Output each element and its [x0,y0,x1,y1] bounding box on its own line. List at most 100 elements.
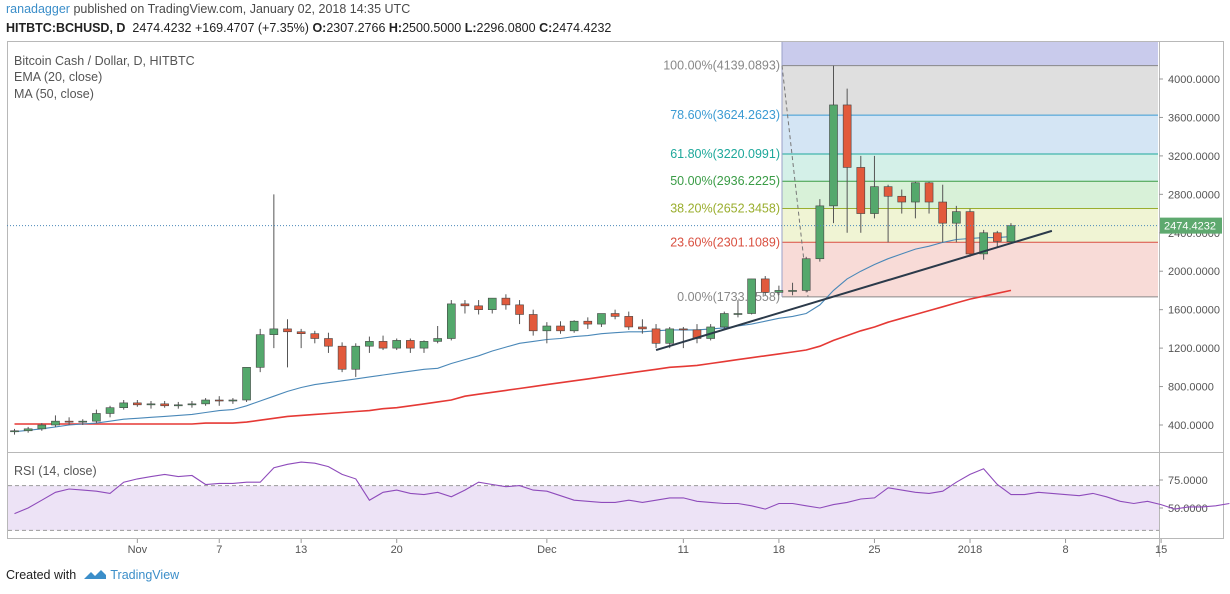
fib-anchor-line [781,65,809,297]
candle-body [733,313,743,315]
candle-body [638,326,647,330]
candle-body [651,328,661,344]
y-tick-label: 1600.0000 [1168,305,1220,317]
ma-legend: MA (50, close) [14,87,94,101]
candle-body [569,320,579,332]
candle-body [10,430,19,433]
candle-body [911,182,920,203]
rsi-band-fill [8,485,1159,531]
fib-band [782,65,1158,116]
candle-body [37,424,47,430]
candle-body [64,420,74,423]
candle-body [924,182,934,203]
candle-body [952,211,961,224]
candle-body [228,399,238,402]
candle-body [938,201,948,224]
fib-band [782,115,1158,154]
candle-body [460,303,470,307]
y-tick-label: 400.0000 [1168,420,1214,432]
candle-body [665,328,675,344]
x-tick-label: 20 [391,544,403,556]
candle-body [160,403,169,407]
candle-body [829,104,838,207]
ema-line [14,236,1012,433]
symbol: HITBTC:BCHUSD, D [6,21,126,35]
candle-body [351,345,361,370]
fib-level-label: 23.60%(2301.1089) [670,235,780,249]
fib-level-label: 50.00%(2936.2225) [670,174,780,188]
price: 2474.4232 [132,21,192,35]
ma-path [14,289,1012,425]
candle-body [679,328,688,331]
candle-body [446,303,456,339]
candle-body [719,313,729,328]
high-value: 2500.5000 [402,21,462,35]
x-tick-label: Dec [537,544,557,556]
x-tick-label: 15 [1155,544,1167,556]
x-tick-label: 25 [868,544,880,556]
author-link[interactable]: ranadagger [6,2,70,16]
ema-path [14,236,1012,433]
candle-body [201,399,210,405]
rsi-y-tick-label: 50.0000 [1168,503,1208,515]
x-tick-label: 18 [773,544,785,556]
fib-band [782,181,1158,209]
candle-body [815,205,825,260]
candle-body [105,407,115,414]
candle-body [133,402,142,406]
candle-body [1006,225,1016,242]
candle-body [269,328,279,335]
published-text: published on TradingView.com, January 02… [73,2,411,16]
y-tick-label: 800.0000 [1168,382,1214,394]
created-with-text: Created with [6,568,77,582]
chart-title: Bitcoin Cash / Dollar, D, HITBTC [14,54,195,68]
publish-info: ranadagger published on TradingView.com,… [6,2,410,16]
candle-body [283,328,292,333]
fibonacci-retracement[interactable]: 100.00%(4139.0893) 78.60%(3624.2623) 61.80… [663,42,1158,304]
fib-band [782,153,1158,182]
candle-body [610,313,620,317]
rsi-legend: RSI (14, close) [14,464,97,478]
low-value: 2296.0800 [476,21,536,35]
candle-body [378,341,388,349]
price-axis: 400.0000 800.0000 1200.0000 1600.0000 2000.0… [1159,74,1220,515]
candle-body [146,403,156,406]
candle-body [883,186,893,197]
candle-body [242,367,251,401]
candle-body [870,186,879,214]
x-tick-label: 13 [295,544,307,556]
candle-body [556,325,565,332]
last-price-text: 2474.4232 [1164,221,1216,233]
rsi-line [14,461,1230,515]
y-tick-label: 2000.0000 [1168,266,1220,278]
x-tick-label: Nov [128,544,148,556]
rsi-path [14,461,1230,515]
candle-body [214,399,224,402]
candle-body [187,403,197,406]
fib-level-label: 78.60%(3624.2623) [670,108,780,122]
candle-body [23,428,33,432]
last-price-box [1160,217,1222,234]
trendline[interactable] [655,229,1053,351]
candle-body [788,290,797,292]
tradingview-link[interactable]: TradingView [110,568,180,582]
x-tick-label: 7 [216,544,222,556]
candle-body [965,211,975,255]
footer: Created with TradingView [6,568,179,582]
candle-body [747,278,756,314]
fib-top-band [782,42,1158,66]
candle-body [992,232,1002,242]
y-tick-label: 1200.0000 [1168,343,1220,355]
y-tick-label: 3600.0000 [1168,112,1220,124]
candle-body [419,341,429,349]
candle-body [801,258,811,291]
candle-body [174,404,183,407]
candle-body [897,195,907,203]
time-axis: Nov 7 13 20 Dec 11 18 25 2018 8 15 [128,539,1167,556]
trendline-path [655,229,1053,351]
candle-body [487,297,497,310]
candle-body [774,290,784,293]
candle-body [597,313,606,325]
y-tick-label: 4000.0000 [1168,74,1220,86]
